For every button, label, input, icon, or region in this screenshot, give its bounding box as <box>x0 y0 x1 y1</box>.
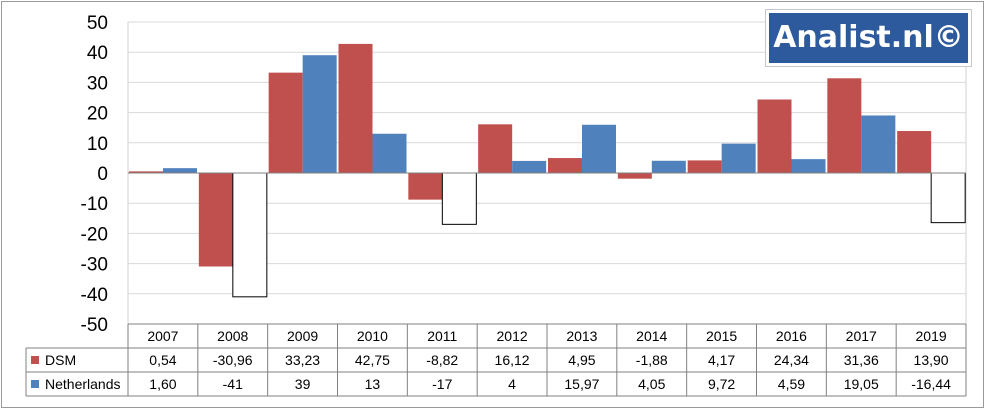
analist-logo: Analist.nl© <box>765 9 972 67</box>
data-label-netherlands: 4,59 <box>778 376 805 392</box>
bar-netherlands-2019 <box>930 172 966 224</box>
category-label: 2009 <box>287 328 318 344</box>
bar-dsm-2009 <box>268 72 303 173</box>
data-label-netherlands: 13 <box>365 376 381 392</box>
y-tick-label: 30 <box>87 73 108 94</box>
bar-dsm-2012 <box>478 124 513 173</box>
category-label: 2012 <box>497 328 528 344</box>
bar-netherlands-2013 <box>582 124 616 173</box>
data-label-dsm: -30,96 <box>213 352 253 368</box>
data-label-dsm: 16,12 <box>495 352 530 368</box>
category-label: 2017 <box>846 328 877 344</box>
bar-dsm-2013 <box>548 158 582 173</box>
data-label-dsm: 13,90 <box>914 352 949 368</box>
logo-text: Analist.nl© <box>769 13 968 63</box>
data-label-netherlands: 1,60 <box>149 376 176 392</box>
bar-netherlands-2015 <box>721 143 756 173</box>
y-tick-label: 50 <box>87 13 108 34</box>
data-label-dsm: 31,36 <box>844 352 879 368</box>
y-tick-label: -20 <box>81 224 108 245</box>
bar-netherlands-2017 <box>861 115 896 173</box>
bar-dsm-2015 <box>687 160 722 173</box>
data-label-dsm: 33,23 <box>285 352 320 368</box>
bar-netherlands-2014 <box>651 160 686 173</box>
category-label: 2019 <box>916 328 947 344</box>
bar-netherlands-2007 <box>163 168 197 173</box>
data-label-netherlands: -16,44 <box>911 376 951 392</box>
category-label: 2007 <box>147 328 178 344</box>
data-label-dsm: 0,54 <box>149 352 176 368</box>
data-label-dsm: 42,75 <box>355 352 390 368</box>
data-label-netherlands: 4,05 <box>638 376 665 392</box>
data-label-netherlands: 19,05 <box>844 376 879 392</box>
data-label-dsm: 24,34 <box>774 352 809 368</box>
bar-netherlands-2011 <box>441 172 477 225</box>
bar-dsm-2016 <box>757 99 792 173</box>
data-label-netherlands: 39 <box>295 376 311 392</box>
bar-dsm-2017 <box>827 78 862 173</box>
bar-netherlands-2012 <box>512 160 547 173</box>
bar-dsm-2019 <box>897 131 932 173</box>
y-tick-label: -40 <box>81 285 108 306</box>
bar-dsm-2014 <box>617 173 652 179</box>
bar-netherlands-2016 <box>791 159 826 173</box>
bar-netherlands-2008 <box>232 172 268 298</box>
legend-label-netherlands: Netherlands <box>45 376 121 392</box>
data-label-dsm: -1,88 <box>636 352 668 368</box>
legend-swatch-dsm <box>31 356 39 364</box>
bar-dsm-2007 <box>129 171 163 173</box>
category-label: 2008 <box>217 328 248 344</box>
data-label-dsm: -8,82 <box>426 352 458 368</box>
y-tick-label: -10 <box>81 194 108 215</box>
data-label-netherlands: -41 <box>223 376 243 392</box>
y-tick-label: 20 <box>87 104 108 125</box>
y-tick-label: -30 <box>81 255 108 276</box>
data-label-netherlands: 15,97 <box>564 376 599 392</box>
y-tick-label: -50 <box>81 315 108 336</box>
data-label-netherlands: 9,72 <box>708 376 735 392</box>
category-label: 2016 <box>776 328 807 344</box>
data-label-dsm: 4,17 <box>708 352 735 368</box>
legend-label-dsm: DSM <box>45 352 76 368</box>
bar-dsm-2011 <box>408 173 443 200</box>
category-label: 2013 <box>566 328 597 344</box>
data-label-netherlands: -17 <box>432 376 452 392</box>
category-label: 2014 <box>636 328 667 344</box>
bar-netherlands-2009 <box>302 55 337 173</box>
category-label: 2011 <box>427 328 457 344</box>
bar-netherlands-2010 <box>372 133 407 173</box>
legend-swatch-netherlands <box>31 380 39 388</box>
data-label-dsm: 4,95 <box>568 352 595 368</box>
category-label: 2015 <box>706 328 737 344</box>
bar-dsm-2010 <box>338 43 373 173</box>
y-tick-label: 0 <box>97 164 108 185</box>
bar-dsm-2008 <box>198 173 233 267</box>
y-tick-label: 40 <box>87 43 108 64</box>
data-label-netherlands: 4 <box>508 376 516 392</box>
category-label: 2010 <box>357 328 388 344</box>
y-tick-label: 10 <box>87 134 108 155</box>
